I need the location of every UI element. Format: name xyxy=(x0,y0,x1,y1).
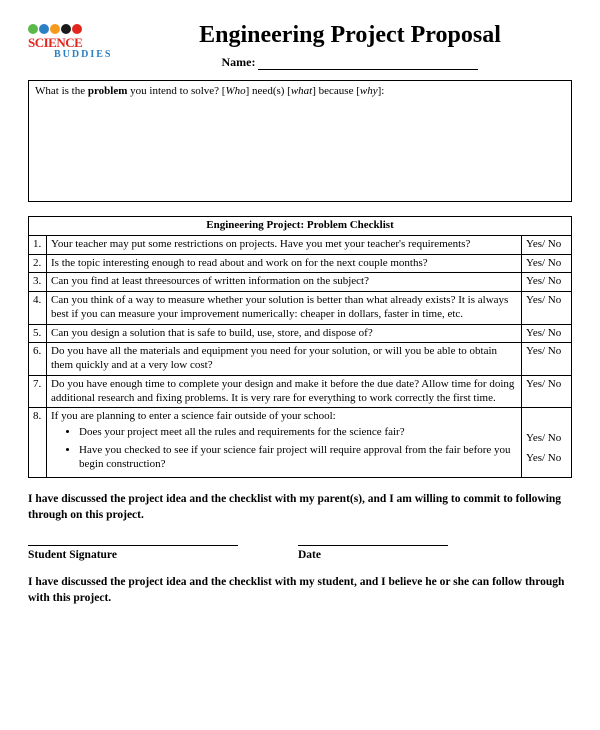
row8-bullet: Have you checked to see if your science … xyxy=(79,444,517,472)
table-row: 2.Is the topic interesting enough to rea… xyxy=(29,254,572,273)
prompt-italic: Who xyxy=(225,85,245,97)
checklist-table: Engineering Project: Problem Checklist 1… xyxy=(28,216,572,478)
title-block: Engineering Project Proposal Name: xyxy=(128,18,572,70)
student-signature-label: Student Signature xyxy=(28,549,238,561)
logo-dot-icon xyxy=(28,24,38,34)
table-row: 8. If you are planning to enter a scienc… xyxy=(29,408,572,478)
prompt-italic: why xyxy=(360,85,378,97)
date-signature-line[interactable] xyxy=(298,545,448,546)
row-number: 5. xyxy=(29,324,47,343)
table-row: 4.Can you think of a way to measure whet… xyxy=(29,292,572,325)
row-question: Can you design a solution that is safe t… xyxy=(47,324,522,343)
yes-no-option[interactable]: Yes/ No xyxy=(526,432,567,446)
row-number: 7. xyxy=(29,375,47,408)
prompt-bold: problem xyxy=(88,85,128,97)
problem-prompt: What is the problem you intend to solve?… xyxy=(35,85,384,97)
signature-lines xyxy=(28,545,572,546)
prompt-text: ]: xyxy=(378,85,385,97)
checklist-header: Engineering Project: Problem Checklist xyxy=(29,217,572,236)
row-number: 6. xyxy=(29,343,47,376)
logo: SCIENCE BUDDIES xyxy=(28,18,128,60)
yes-no-cell[interactable]: Yes/ No xyxy=(522,235,572,254)
yes-no-cell[interactable]: Yes/ No xyxy=(522,324,572,343)
yes-no-cell[interactable]: Yes/ No xyxy=(522,292,572,325)
name-input-line[interactable] xyxy=(258,69,478,70)
row-number: 4. xyxy=(29,292,47,325)
name-label: Name: xyxy=(222,55,256,69)
logo-dot-icon xyxy=(61,24,71,34)
table-row: 3.Can you find at least threesources of … xyxy=(29,273,572,292)
table-row: 7.Do you have enough time to complete yo… xyxy=(29,375,572,408)
logo-text-buddies: BUDDIES xyxy=(54,49,128,60)
yes-no-option[interactable]: Yes/ No xyxy=(526,452,567,466)
student-signature-line[interactable] xyxy=(28,545,238,546)
name-field-row: Name: xyxy=(128,55,572,70)
row-question: If you are planning to enter a science f… xyxy=(47,408,522,478)
row-question: Your teacher may put some restrictions o… xyxy=(47,235,522,254)
prompt-text: ] need(s) [ xyxy=(246,85,291,97)
yes-no-cell[interactable]: Yes/ No Yes/ No xyxy=(522,408,572,478)
parent-commitment-text: I have discussed the project idea and th… xyxy=(28,575,572,606)
row-question: Do you have enough time to complete your… xyxy=(47,375,522,408)
row-question: Is the topic interesting enough to read … xyxy=(47,254,522,273)
logo-dots xyxy=(28,24,128,34)
yes-no-cell[interactable]: Yes/ No xyxy=(522,375,572,408)
prompt-italic: what xyxy=(291,85,312,97)
problem-statement-box[interactable]: What is the problem you intend to solve?… xyxy=(28,80,572,202)
row-number: 3. xyxy=(29,273,47,292)
table-row: 1.Your teacher may put some restrictions… xyxy=(29,235,572,254)
row-question: Do you have all the materials and equipm… xyxy=(47,343,522,376)
row8-bullet: Does your project meet all the rules and… xyxy=(79,426,517,440)
prompt-text: you intend to solve? [ xyxy=(127,85,225,97)
date-label: Date xyxy=(298,549,448,561)
student-commitment-text: I have discussed the project idea and th… xyxy=(28,492,572,523)
logo-dot-icon xyxy=(50,24,60,34)
yes-no-cell[interactable]: Yes/ No xyxy=(522,254,572,273)
page-title: Engineering Project Proposal xyxy=(128,22,572,49)
row-number: 8. xyxy=(29,408,47,478)
prompt-text: ] because [ xyxy=(312,85,360,97)
row8-lead: If you are planning to enter a science f… xyxy=(51,410,336,422)
yes-no-cell[interactable]: Yes/ No xyxy=(522,273,572,292)
signature-labels: Student Signature Date xyxy=(28,549,572,561)
row-number: 2. xyxy=(29,254,47,273)
prompt-text: What is the xyxy=(35,85,88,97)
header: SCIENCE BUDDIES Engineering Project Prop… xyxy=(28,18,572,70)
logo-dot-icon xyxy=(72,24,82,34)
table-row: 6.Do you have all the materials and equi… xyxy=(29,343,572,376)
table-row: 5.Can you design a solution that is safe… xyxy=(29,324,572,343)
row-question: Can you find at least threesources of wr… xyxy=(47,273,522,292)
row-number: 1. xyxy=(29,235,47,254)
yes-no-cell[interactable]: Yes/ No xyxy=(522,343,572,376)
logo-dot-icon xyxy=(39,24,49,34)
row-question: Can you think of a way to measure whethe… xyxy=(47,292,522,325)
